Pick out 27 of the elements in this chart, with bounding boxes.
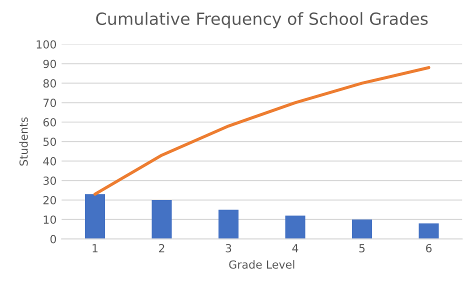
- bar: [152, 200, 172, 239]
- bar: [218, 210, 239, 239]
- chart-title: Cumulative Frequency of School Grades: [96, 12, 428, 28]
- y-tick-label: 80: [43, 79, 56, 88]
- y-axis-title: Students: [19, 117, 28, 166]
- y-tick-label: 10: [44, 215, 56, 224]
- bar: [418, 223, 439, 239]
- x-tick-label: 5: [359, 244, 365, 252]
- y-tick-label: 0: [50, 234, 56, 244]
- bar: [352, 219, 372, 239]
- bar: [285, 216, 306, 239]
- y-tick-label: 20: [43, 196, 56, 204]
- bar: [84, 194, 106, 239]
- x-tick-label: 4: [292, 244, 298, 252]
- y-tick-label: 30: [43, 176, 56, 185]
- y-tick-label: 50: [43, 138, 56, 146]
- x-axis-title: Grade Level: [229, 260, 294, 269]
- x-tick-label: 1: [92, 244, 98, 252]
- y-tick-label: 90: [43, 60, 56, 68]
- x-tick-label: 2: [159, 244, 164, 252]
- y-tick-label: 60: [43, 118, 56, 127]
- y-tick-label: 100: [36, 40, 56, 49]
- line-series: [93, 66, 430, 196]
- x-tick-label: 6: [426, 244, 432, 252]
- y-tick-label: 70: [44, 98, 56, 108]
- y-tick-label: 40: [43, 157, 56, 166]
- x-tick-label: 3: [226, 244, 232, 252]
